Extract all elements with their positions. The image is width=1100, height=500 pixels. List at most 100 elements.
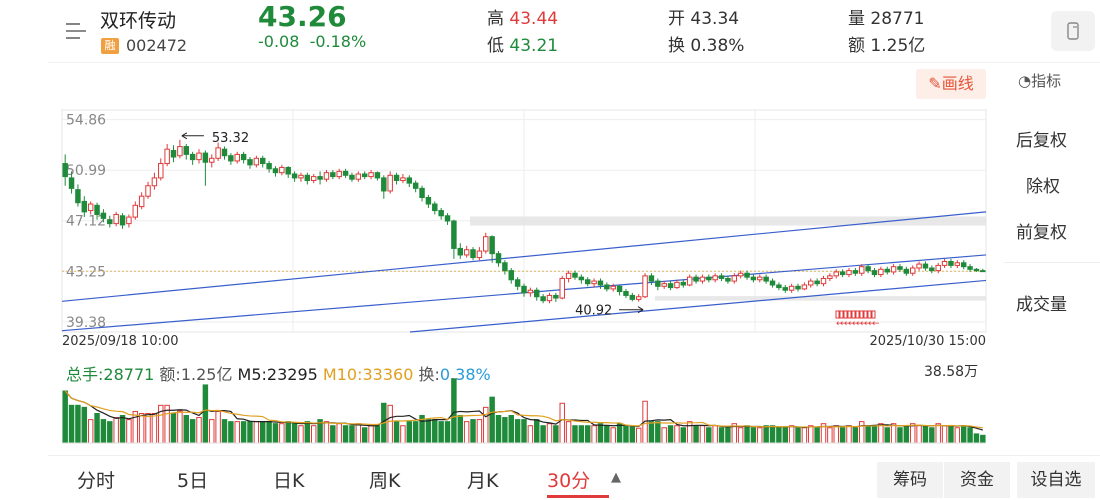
volume-bar (865, 425, 871, 444)
volume-bar (228, 421, 234, 444)
candle-body (763, 276, 769, 282)
volume-bar (788, 425, 795, 444)
candle-body (406, 177, 413, 184)
candle-body (820, 277, 827, 285)
volume-bar (336, 423, 342, 444)
candle-body (648, 275, 655, 282)
y-tick-label: 47.12 (66, 214, 106, 230)
indicator-button[interactable]: ◔指标 (1018, 70, 1061, 91)
candle-body (948, 260, 954, 266)
volume-bar (916, 425, 922, 444)
side-item-volume[interactable]: 成交量 (1016, 295, 1067, 315)
volume-bar (623, 425, 629, 444)
candle-body (903, 268, 910, 274)
volume-bar (514, 419, 521, 444)
tab-30min[interactable]: 30分 (547, 470, 591, 492)
candle-body (521, 285, 527, 294)
volume-bar (661, 427, 667, 444)
signal-mark (851, 310, 856, 319)
landscape-button[interactable] (1051, 11, 1095, 51)
caret-up-icon[interactable]: ▲ (611, 470, 621, 485)
side-item-ex-rights[interactable]: 除权 (1026, 177, 1060, 197)
candle-body (68, 177, 75, 189)
volume-bar (508, 415, 514, 444)
tab-5day[interactable]: 5日 (177, 470, 209, 492)
volume-bar (884, 427, 890, 444)
volume-bar (145, 412, 151, 444)
candle-body (253, 157, 260, 166)
volume-bar (565, 421, 572, 444)
signal-mark (867, 310, 872, 319)
candle-body (808, 280, 814, 286)
side-item-pre-adjusted[interactable]: 前复权 (1016, 223, 1067, 243)
volume-bar (349, 425, 355, 444)
volume-bar (973, 433, 980, 444)
total-hands-label: 总手: (66, 365, 104, 384)
volume-bar (604, 425, 610, 444)
candle-body (635, 296, 642, 300)
volume-bar (559, 402, 565, 444)
volume-bar (457, 415, 464, 444)
volume-bar (483, 406, 489, 444)
draw-line-button[interactable]: ✎画线 (916, 69, 986, 99)
low-quote: 低 43.21 (487, 31, 558, 56)
volume-bar (266, 421, 272, 444)
indicator-label: 指标 (1031, 72, 1062, 90)
candle-body (425, 196, 432, 205)
volume-bar (871, 425, 878, 444)
candle-body (215, 147, 221, 159)
menu-icon[interactable] (64, 20, 88, 42)
signal-mark (863, 310, 868, 319)
candle-body (119, 215, 126, 226)
volume-bar (578, 425, 585, 444)
volume-bar (737, 427, 744, 444)
volume-bar (839, 427, 846, 444)
tab-monthly-k[interactable]: 月K (467, 470, 499, 492)
candle-body (387, 174, 393, 192)
volume-bar (903, 425, 910, 444)
volume-bar (260, 421, 266, 444)
candle-body (285, 166, 291, 175)
volume-bar (291, 423, 298, 444)
candle-body (87, 203, 94, 212)
candle-body (432, 203, 438, 212)
volume-bar (438, 421, 444, 444)
open-quote: 开 43.34 (668, 4, 739, 29)
volume-bar (597, 423, 604, 444)
volume-max-label: 38.58万 (924, 364, 979, 380)
volume-label: 量 (848, 9, 865, 29)
signal-mark (847, 310, 852, 319)
candle-body (349, 174, 355, 180)
tab-intraday[interactable]: 分时 (77, 470, 116, 492)
volume-chart[interactable] (0, 355, 1000, 447)
fund-button[interactable]: 资金 (944, 462, 1010, 498)
candle-body (572, 272, 578, 278)
volume-bar (878, 423, 884, 444)
candle-body (145, 185, 151, 197)
candle-body (438, 210, 444, 217)
candle-body (706, 276, 712, 281)
side-divider (1004, 262, 1100, 263)
candle-body (565, 272, 572, 279)
volume-bar (616, 423, 623, 444)
volume-bar (177, 410, 183, 444)
volume-bar (648, 421, 655, 444)
volume-bar (489, 396, 495, 444)
tab-weekly-k[interactable]: 周K (369, 470, 401, 492)
side-item-post-adjusted[interactable]: 后复权 (1016, 131, 1067, 151)
tab-daily-k[interactable]: 日K (273, 470, 305, 492)
add-watchlist-button[interactable]: 设自选 (1017, 462, 1095, 498)
turnover-label: 换 (668, 36, 685, 56)
candle-body (935, 264, 941, 272)
amount-value: 1.25亿 (870, 36, 926, 56)
open-label: 开 (668, 9, 685, 29)
chip-button[interactable]: 筹码 (877, 462, 943, 498)
candle-body (502, 262, 508, 272)
candle-body (916, 263, 922, 269)
last-price: 43.26 (258, 0, 347, 33)
x-start-label: 2025/09/18 10:00 (62, 334, 179, 349)
candle-body (298, 174, 304, 179)
volume-bar (846, 425, 852, 444)
candle-body (827, 275, 833, 279)
